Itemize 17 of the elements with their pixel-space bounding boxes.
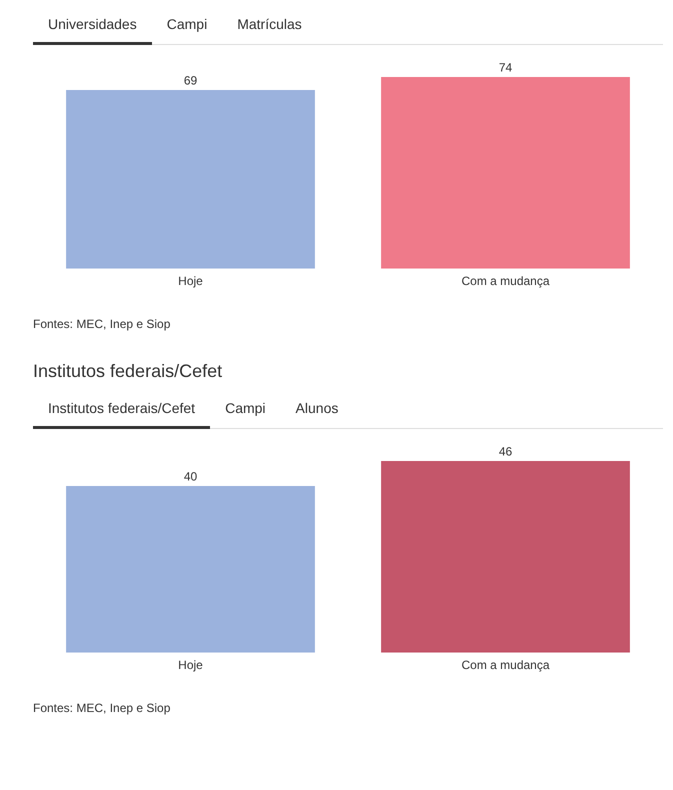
text: Campi xyxy=(166,15,208,34)
x-tick-label: Com a mudança xyxy=(461,274,550,288)
text: Campi xyxy=(224,399,267,418)
chart-title: Institutos federais/Cefet xyxy=(33,361,224,382)
text: Fontes: MEC, Inep e Siop xyxy=(33,701,172,715)
data-label: 40 xyxy=(184,469,198,484)
text: Institutos federais/Cefet xyxy=(33,392,210,429)
x-tick-label: Hoje xyxy=(178,274,204,288)
text: Fontes: MEC, Inep e Siop xyxy=(33,317,172,331)
data-label: 69 xyxy=(184,73,198,88)
text: Alunos xyxy=(294,399,340,418)
data-label: 46 xyxy=(498,444,512,458)
data-label: 74 xyxy=(498,60,512,74)
text: Universidades xyxy=(33,8,152,45)
x-tick-label: Hoje xyxy=(178,658,204,672)
text: Matrículas xyxy=(236,15,303,34)
x-tick-label: Com a mudança xyxy=(461,658,550,672)
